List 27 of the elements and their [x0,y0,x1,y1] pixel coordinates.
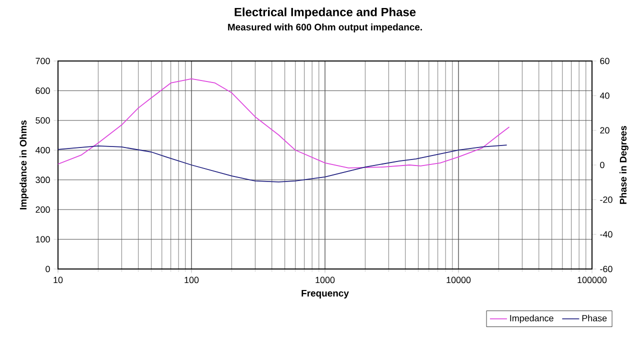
y2-tick-label: 0 [600,162,604,168]
x-tick-label: 100000 [578,276,607,284]
legend-label: Impedance [510,314,554,324]
y-tick-label: 400 [35,146,50,154]
x-tick-label: 100 [184,276,199,284]
y-tick-label: 300 [36,176,50,184]
y-tick-label: 500 [36,117,50,124]
y2-tick-label: 60 [600,58,610,64]
y-tick-label: 100 [36,236,50,242]
y-tick-label: 600 [36,88,50,94]
y-tick-label: 200 [36,206,50,213]
y2-tick-label: -20 [600,196,612,203]
legend-label: Phase [582,314,607,322]
x-axis-title: Frequency [302,290,349,298]
x-tick-label: 10 [54,276,63,284]
y2-tick-label: -60 [600,266,612,272]
x-tick-label: 10000 [446,276,471,284]
y-tick-label: 0 [46,266,50,272]
y-tick-label: 700 [36,58,50,64]
y2-tick-label: 40 [600,92,610,99]
chart-subtitle: Measured with 600 Ohm output impedance. [228,24,422,32]
y-axis-title: Impedance in Ohms [20,120,28,210]
y2-tick-label: 20 [600,127,610,134]
y2-axis-title: Phase in Degrees [620,126,628,204]
chart-title: Electrical Impedance and Phase [234,8,416,19]
y2-tick-label: -40 [600,231,612,238]
x-tick-label: 1000 [316,276,335,284]
